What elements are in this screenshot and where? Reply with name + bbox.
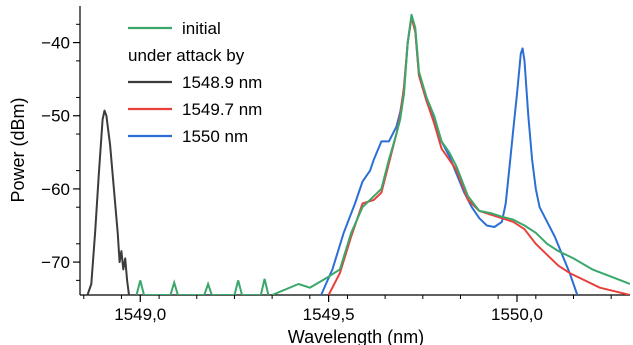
- y-axis-title: Power (dBm): [8, 97, 28, 202]
- axes: −40 −50 −60 −70 1549,0 1549,5 1550,0: [41, 6, 630, 324]
- legend-label: 1550 nm: [182, 127, 248, 146]
- legend-label: 1548.9 nm: [182, 73, 262, 92]
- series-layer: [86, 13, 630, 295]
- x-axis-title: Wavelength (nm): [288, 327, 424, 345]
- y-tick-label: −70: [41, 253, 70, 272]
- y-tick-label: −50: [41, 107, 70, 126]
- y-tick-label: −40: [41, 34, 70, 53]
- x-tick-label: 1549,5: [303, 305, 355, 324]
- x-tick-label: 1549,0: [114, 305, 166, 324]
- legend-label: initial: [182, 19, 221, 38]
- legend: initial under attack by 1548.9 nm 1549.7 nm…: [128, 19, 262, 146]
- series-line-3: [320, 16, 579, 295]
- legend-header: under attack by: [128, 46, 245, 65]
- series-line-2: [327, 16, 630, 295]
- y-tick-label: −60: [41, 180, 70, 199]
- x-tick-label: 1550,0: [491, 305, 543, 324]
- series-line-0: [271, 13, 630, 295]
- series-line-1: [86, 109, 130, 295]
- series-noise-0: [135, 278, 270, 295]
- legend-label: 1549.7 nm: [182, 100, 262, 119]
